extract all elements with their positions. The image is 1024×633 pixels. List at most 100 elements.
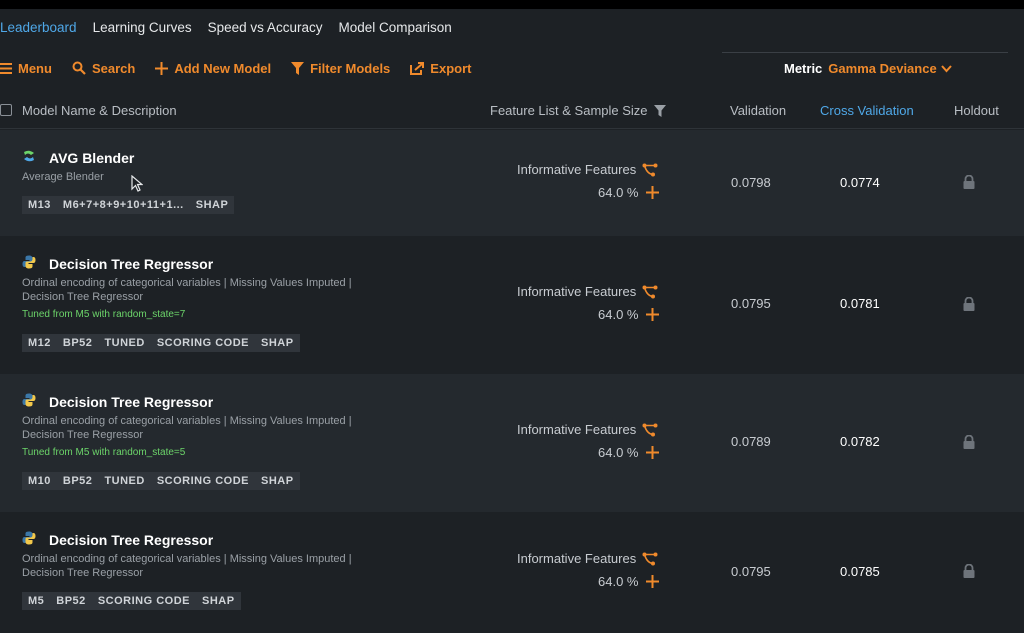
model-description: Ordinal encoding of categorical variable… [22, 277, 352, 303]
badge: SHAP [255, 472, 300, 490]
sample-size: 64.0 % [598, 307, 660, 322]
model-description: Average Blender [22, 171, 104, 183]
badge-list: M12 BP52 TUNED SCORING CODE SHAP [22, 334, 300, 352]
model-title[interactable]: Decision Tree Regressor [49, 532, 214, 548]
search-button[interactable]: Search [72, 61, 135, 76]
badge: SCORING CODE [91, 592, 196, 610]
feature-list-label: Informative Features [517, 551, 637, 566]
validation-score: 0.0795 [731, 296, 771, 311]
lock-icon[interactable] [962, 564, 976, 578]
metric-selector: Metric Gamma Deviance [722, 52, 1008, 82]
model-description: Ordinal encoding of categorical variable… [22, 553, 352, 579]
python-icon [22, 255, 36, 269]
search-label: Search [91, 60, 136, 76]
blender-icon [24, 150, 34, 162]
column-header-features-label: Feature List & Sample Size [490, 103, 648, 118]
model-title[interactable]: Decision Tree Regressor [49, 256, 214, 272]
cross-validation-score: 0.0781 [840, 296, 880, 311]
table-row[interactable]: Decision Tree Regressor Ordinal encoding… [0, 374, 1024, 512]
sample-size: 64.0 % [598, 185, 660, 200]
feature-list-label: Informative Features [517, 422, 637, 437]
badge: SHAP [255, 334, 300, 352]
filter-models-button[interactable]: Filter Models [291, 61, 390, 76]
badge-list: M13 M6+7+8+9+10+11+1... SHAP [22, 196, 235, 214]
table-row[interactable]: AVG Blender Average Blender M13 M6+7+8+9… [0, 130, 1024, 236]
add-new-model-label: Add New Model [174, 60, 272, 76]
search-icon [72, 61, 86, 75]
badge: M13 [22, 196, 57, 214]
column-header-cross-validation[interactable]: Cross Validation [820, 103, 914, 118]
table-header: Model Name & Description Feature List & … [0, 92, 1024, 129]
table-row[interactable]: Decision Tree Regressor Ordinal encoding… [0, 512, 1024, 633]
plus-icon[interactable] [646, 446, 660, 459]
plus-icon[interactable] [646, 308, 660, 321]
model-description: Ordinal encoding of categorical variable… [22, 415, 352, 441]
sample-size-value: 64.0 % [598, 307, 639, 322]
feature-list[interactable]: Informative Features [517, 551, 658, 566]
metric-dropdown[interactable]: Gamma Deviance [828, 61, 937, 76]
sample-size: 64.0 % [598, 574, 660, 589]
lock-icon[interactable] [962, 297, 976, 311]
tuned-note: Tuned from M5 with random_state=7 [22, 309, 186, 320]
lock-icon[interactable] [962, 435, 976, 449]
lock-icon[interactable] [962, 175, 976, 189]
table-row[interactable]: Decision Tree Regressor Ordinal encoding… [0, 236, 1024, 374]
badge: M10 [22, 472, 57, 490]
model-title[interactable]: AVG Blender [49, 150, 135, 166]
badge: SCORING CODE [150, 472, 256, 490]
tab-speed-vs-accuracy[interactable]: Speed vs Accuracy [207, 20, 323, 35]
sample-size: 64.0 % [598, 445, 660, 460]
export-icon [410, 61, 425, 75]
menu-button[interactable]: Menu [0, 61, 52, 76]
menu-label: Menu [18, 60, 52, 76]
python-icon [22, 393, 36, 407]
validation-score: 0.0795 [731, 564, 771, 579]
sample-size-value: 64.0 % [598, 185, 639, 200]
column-header-validation[interactable]: Validation [730, 103, 787, 118]
chevron-down-icon[interactable] [940, 64, 952, 73]
badge: SHAP [189, 196, 235, 214]
column-header-holdout[interactable]: Holdout [954, 103, 999, 118]
plus-icon[interactable] [646, 575, 660, 588]
badge: M12 [22, 334, 57, 352]
sample-size-value: 64.0 % [598, 574, 639, 589]
badge: TUNED [98, 334, 151, 352]
feature-list[interactable]: Informative Features [517, 284, 658, 299]
network-icon[interactable] [642, 163, 658, 177]
network-icon[interactable] [642, 423, 658, 437]
validation-score: 0.0789 [731, 434, 771, 449]
plus-icon[interactable] [646, 186, 660, 199]
feature-list-label: Informative Features [517, 284, 637, 299]
tab-bar: Leaderboard Learning Curves Speed vs Acc… [0, 20, 468, 40]
add-new-model-button[interactable]: Add New Model [155, 61, 271, 76]
badge-list: M10 BP52 TUNED SCORING CODE SHAP [22, 472, 300, 490]
badge: SHAP [196, 592, 241, 610]
python-icon [22, 531, 36, 545]
network-icon[interactable] [642, 552, 658, 566]
tuned-note: Tuned from M5 with random_state=5 [22, 447, 186, 458]
menu-icon [0, 62, 12, 74]
metric-label: Metric [784, 61, 823, 76]
cross-validation-score: 0.0782 [840, 434, 880, 449]
validation-score: 0.0798 [731, 175, 771, 190]
column-header-name[interactable]: Model Name & Description [22, 103, 177, 118]
top-bar [0, 0, 1024, 9]
model-title[interactable]: Decision Tree Regressor [49, 394, 214, 410]
export-button[interactable]: Export [410, 61, 471, 76]
filter-icon[interactable] [653, 104, 666, 117]
tab-model-comparison[interactable]: Model Comparison [338, 20, 452, 35]
column-header-features[interactable]: Feature List & Sample Size [490, 103, 666, 118]
badge: TUNED [98, 472, 151, 490]
tab-learning-curves[interactable]: Learning Curves [92, 20, 192, 35]
select-all-checkbox[interactable] [0, 104, 12, 116]
badge: BP52 [50, 592, 92, 610]
feature-list[interactable]: Informative Features [517, 162, 658, 177]
filter-models-label: Filter Models [310, 60, 391, 76]
badge: SCORING CODE [150, 334, 256, 352]
tab-leaderboard[interactable]: Leaderboard [0, 20, 77, 35]
badge: BP52 [56, 472, 99, 490]
feature-list[interactable]: Informative Features [517, 422, 658, 437]
mouse-cursor-icon [131, 175, 143, 192]
network-icon[interactable] [642, 285, 658, 299]
plus-icon [155, 61, 169, 75]
